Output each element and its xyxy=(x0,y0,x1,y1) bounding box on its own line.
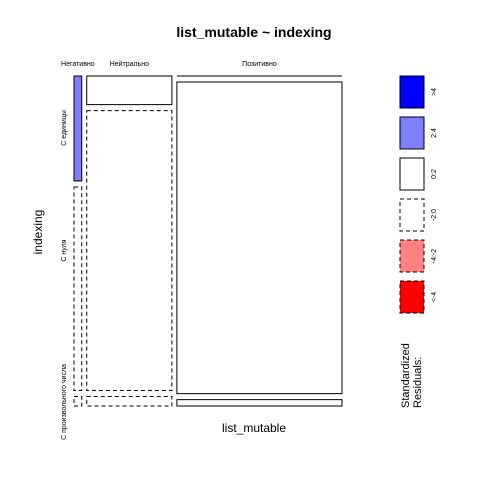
column-label-2: Позитивно xyxy=(242,61,277,68)
legend-label-5: <-4 xyxy=(431,292,438,302)
legend-swatch-5 xyxy=(399,280,425,314)
mosaic-tiles xyxy=(73,75,343,407)
column-label-0: Негативно xyxy=(61,61,95,68)
row-label-0: С единицы xyxy=(61,110,68,146)
tile-1-2 xyxy=(86,395,173,407)
column-labels: Негативно Нейтрально Позитивно xyxy=(61,60,277,68)
row-label-2: С произвольного числа xyxy=(61,364,68,440)
tile-2-2 xyxy=(176,399,343,407)
legend-swatch-2 xyxy=(399,157,425,191)
legend-label-3: -2:0 xyxy=(431,209,438,221)
legend-label-1: 2:4 xyxy=(431,128,438,138)
tile-2-1 xyxy=(176,81,343,395)
legend-title-line-1: Residuals: xyxy=(412,357,424,408)
legend-label-4: -4:-2 xyxy=(431,249,438,264)
y-axis-title: indexing xyxy=(31,210,45,255)
legend-swatch-3 xyxy=(399,198,425,232)
tile-1-0 xyxy=(86,75,173,106)
x-axis-title: list_mutable xyxy=(222,421,286,435)
column-label-1: Нейтрально xyxy=(110,60,149,68)
legend-label-0: >4 xyxy=(431,88,438,96)
row-label-1: С нуля xyxy=(61,239,68,261)
row-labels: С единицы С нуля С произвольного числа xyxy=(61,110,68,440)
tile-0-2 xyxy=(73,395,83,407)
legend-swatch-4 xyxy=(399,239,425,273)
legend-title-line-0: Standardized xyxy=(400,343,412,408)
legend-swatch-0 xyxy=(399,75,425,109)
legend-swatch-1 xyxy=(399,116,425,150)
tile-0-0 xyxy=(73,75,83,182)
chart-title: list_mutable ~ indexing xyxy=(176,24,331,40)
tile-0-1 xyxy=(73,186,83,391)
legend-label-2: 0:2 xyxy=(431,169,438,179)
tile-1-1 xyxy=(86,110,173,391)
legend: >4 2:4 0:2 -2:0 -4:-2 <-4 Standardized Residual… xyxy=(399,75,438,408)
